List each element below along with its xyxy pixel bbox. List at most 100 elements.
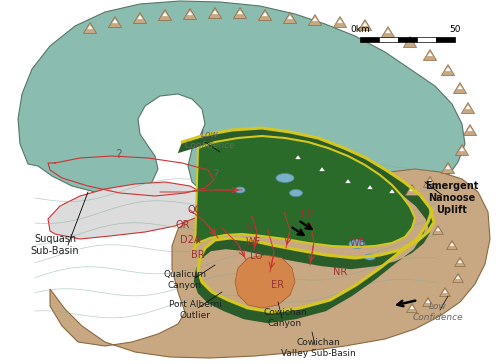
- Polygon shape: [295, 155, 301, 159]
- Polygon shape: [112, 19, 118, 23]
- Polygon shape: [284, 12, 296, 24]
- Polygon shape: [137, 15, 143, 19]
- Polygon shape: [316, 165, 328, 175]
- Text: D2A: D2A: [180, 235, 200, 245]
- Polygon shape: [467, 127, 473, 131]
- Polygon shape: [406, 304, 418, 313]
- Polygon shape: [452, 273, 464, 282]
- Bar: [398, 37, 417, 42]
- Ellipse shape: [349, 240, 365, 249]
- Polygon shape: [212, 10, 218, 14]
- Polygon shape: [258, 9, 272, 20]
- Polygon shape: [88, 25, 93, 29]
- Text: NR: NR: [333, 267, 347, 277]
- Ellipse shape: [290, 190, 302, 197]
- Polygon shape: [464, 124, 476, 135]
- Polygon shape: [440, 288, 450, 297]
- Polygon shape: [406, 185, 418, 195]
- Polygon shape: [443, 290, 448, 293]
- Polygon shape: [158, 9, 172, 20]
- Bar: [360, 37, 379, 42]
- Polygon shape: [238, 10, 243, 14]
- Polygon shape: [462, 103, 474, 114]
- Polygon shape: [48, 182, 210, 239]
- Polygon shape: [404, 36, 416, 47]
- Bar: [379, 37, 398, 42]
- Polygon shape: [362, 22, 368, 26]
- Text: TR: TR: [244, 223, 256, 233]
- Text: OR: OR: [176, 220, 190, 230]
- Text: WF: WF: [246, 237, 260, 247]
- Text: Port Alberni
Outlier: Port Alberni Outlier: [168, 300, 222, 320]
- Polygon shape: [312, 17, 318, 21]
- Polygon shape: [337, 19, 343, 23]
- Ellipse shape: [276, 174, 294, 182]
- Bar: [436, 37, 455, 42]
- Polygon shape: [456, 276, 460, 279]
- Polygon shape: [208, 8, 222, 19]
- Polygon shape: [367, 185, 373, 189]
- Polygon shape: [436, 228, 440, 231]
- Polygon shape: [262, 12, 268, 16]
- Polygon shape: [358, 20, 372, 31]
- Polygon shape: [108, 16, 122, 28]
- Polygon shape: [410, 306, 414, 309]
- Polygon shape: [187, 11, 193, 15]
- Polygon shape: [178, 128, 434, 323]
- Polygon shape: [409, 187, 415, 191]
- Text: WB: WB: [350, 238, 366, 248]
- Polygon shape: [454, 83, 466, 94]
- Text: LM: LM: [301, 210, 315, 220]
- Text: ?: ?: [114, 149, 121, 162]
- Polygon shape: [308, 15, 322, 25]
- Text: Qualicum
Canyon: Qualicum Canyon: [164, 270, 206, 290]
- Polygon shape: [134, 12, 146, 24]
- Polygon shape: [458, 260, 462, 263]
- Polygon shape: [389, 189, 395, 193]
- Polygon shape: [345, 179, 351, 183]
- Polygon shape: [18, 1, 465, 216]
- Polygon shape: [84, 23, 96, 33]
- Polygon shape: [386, 186, 398, 198]
- Polygon shape: [320, 167, 325, 171]
- Polygon shape: [446, 67, 451, 71]
- Polygon shape: [50, 169, 490, 358]
- Text: Low
Confidence: Low Confidence: [184, 130, 236, 150]
- Polygon shape: [459, 147, 465, 151]
- Polygon shape: [385, 29, 391, 33]
- Ellipse shape: [235, 187, 245, 193]
- Polygon shape: [424, 177, 436, 187]
- Polygon shape: [407, 39, 413, 43]
- Polygon shape: [382, 27, 394, 37]
- Text: 50: 50: [449, 25, 461, 34]
- Text: BR: BR: [191, 250, 205, 260]
- Text: Low
Confidence: Low Confidence: [412, 302, 464, 322]
- Polygon shape: [457, 85, 463, 89]
- Polygon shape: [442, 162, 454, 174]
- Text: Cowichan
Valley Sub-Basin: Cowichan Valley Sub-Basin: [280, 338, 355, 358]
- Polygon shape: [235, 255, 295, 308]
- Polygon shape: [292, 153, 304, 163]
- Polygon shape: [427, 52, 433, 56]
- Polygon shape: [446, 241, 458, 249]
- Polygon shape: [442, 64, 454, 75]
- Text: ER: ER: [272, 280, 284, 290]
- Text: 0km: 0km: [350, 25, 370, 34]
- Polygon shape: [426, 300, 430, 303]
- Text: QC: QC: [188, 205, 202, 215]
- Polygon shape: [342, 177, 354, 187]
- Polygon shape: [184, 8, 196, 20]
- Polygon shape: [432, 226, 444, 234]
- Polygon shape: [427, 179, 433, 183]
- Ellipse shape: [364, 254, 376, 260]
- Polygon shape: [465, 105, 471, 109]
- Polygon shape: [446, 165, 451, 169]
- Text: LO: LO: [250, 251, 262, 261]
- Polygon shape: [424, 50, 436, 60]
- Text: Emergent
Nanoose
Uplift: Emergent Nanoose Uplift: [426, 181, 478, 215]
- Text: Suquash
Sub-Basin: Suquash Sub-Basin: [30, 234, 80, 256]
- Polygon shape: [192, 136, 415, 252]
- Polygon shape: [287, 15, 293, 19]
- Polygon shape: [454, 257, 466, 266]
- Polygon shape: [162, 12, 168, 16]
